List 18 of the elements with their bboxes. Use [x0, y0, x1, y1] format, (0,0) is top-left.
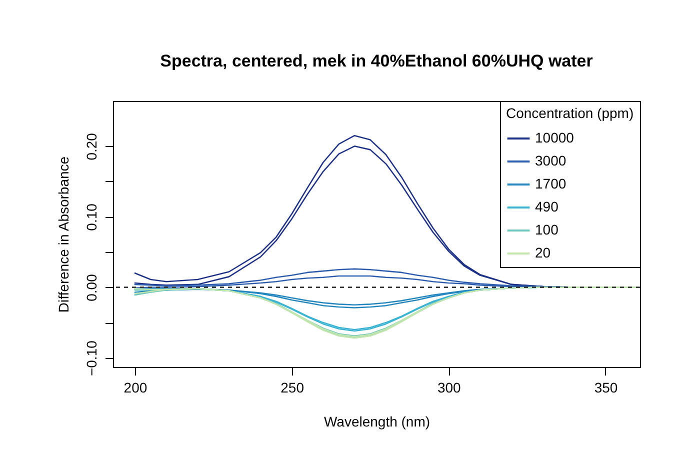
chart-title: Spectra, centered, mek in 40%Ethanol 60%UHQ water: [160, 52, 594, 70]
x-tick-label: 250: [280, 380, 304, 396]
y-tick-label: −0.10: [84, 340, 100, 376]
legend-label: 20: [535, 244, 551, 260]
x-tick-label: 300: [437, 380, 462, 396]
legend-label: 10000: [535, 130, 574, 146]
y-tick-label: 0.10: [84, 203, 100, 231]
x-tick-label: 200: [124, 380, 148, 396]
legend-title: Concentration (ppm): [506, 105, 634, 121]
x-tick-label: 350: [594, 380, 618, 396]
y-axis-title: Difference in Absorbance: [56, 156, 72, 313]
legend-label: 3000: [535, 152, 566, 168]
x-axis-title: Wavelength (nm): [324, 414, 430, 430]
legend-label: 1700: [535, 176, 566, 192]
y-tick-label: 0.20: [84, 132, 100, 160]
legend-label: 100: [535, 222, 559, 238]
legend-label: 490: [535, 198, 559, 214]
y-tick-label: 0.00: [84, 274, 100, 302]
